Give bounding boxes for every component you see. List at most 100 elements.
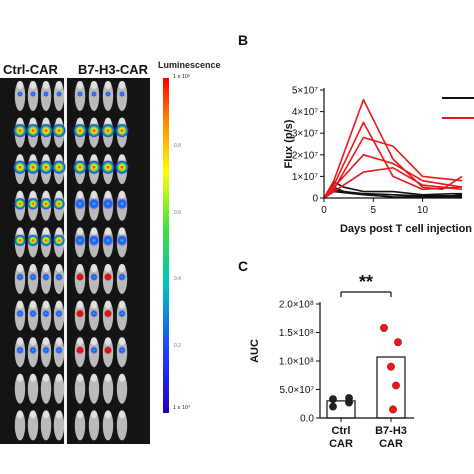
imaging-panel [0,78,150,444]
tumor-signal [73,123,87,138]
mouse-head [42,373,50,382]
tumor-signal [87,123,101,138]
tumor-signal [29,309,37,318]
tumor-signal [115,160,129,175]
mouse-head [104,227,112,236]
mouse-head [90,190,98,199]
mouse-head [29,373,37,382]
tumor-signal [39,160,53,175]
mouse-head [76,410,84,419]
luminescence-tick: 0.6 [174,210,181,216]
mouse-head [16,190,24,199]
mouse-head [29,264,37,272]
mouse-head [42,227,50,236]
mouse [74,373,86,404]
mouse-head [16,227,24,236]
mouse-head [90,264,98,272]
tumor-signal [17,91,23,97]
x-axis-title: Days post T cell injection [340,223,472,235]
tumor-signal [52,160,66,175]
tumor-signal [118,346,126,355]
tumor-signal [90,273,98,281]
mouse-head [55,117,63,126]
mouse-head [16,264,24,272]
luminescence-tick: 0.4 [174,276,181,282]
mouse-head [42,154,50,163]
tumor-signal [102,234,114,247]
tumor-signal [42,346,50,355]
mouse-head [16,81,24,89]
mouse-head [118,154,126,163]
x-tick-label: 10 [417,205,429,216]
tumor-signal [27,197,39,210]
y-tick-label: 0 [312,194,318,205]
ctrl-car-point [329,395,337,404]
mouse [53,373,65,404]
mouse-head [29,154,37,163]
ctrl-car-point [345,394,353,402]
mouse-head [104,373,112,382]
mouse-head [42,410,50,419]
tumor-signal [16,346,24,355]
tumor-signal [88,234,100,247]
tumor-signal [91,91,97,97]
tumor-signal [16,273,24,281]
tumor-signal [56,91,62,97]
mouse-head [104,264,112,272]
mouse [102,410,114,441]
mouse-head [76,154,84,163]
mouse-head [55,300,63,309]
mouse-head [55,264,63,272]
mouse-head [42,337,50,346]
mouse [102,373,114,404]
tumor-signal [104,309,112,318]
b7h3-car-series-line [323,154,463,199]
tumor-signal [76,346,84,355]
mouse-head [16,154,24,163]
mouse-head [104,190,112,199]
mouse-head [16,117,24,126]
y-tick-label: 1×10⁷ [292,172,319,183]
mouse-head [104,337,112,346]
mouse-head [90,227,98,236]
mouse-head [76,81,84,89]
luminescence-max-label: 1 x 10⁶ [173,74,191,80]
x-tick-label: 5 [371,205,377,216]
tumor-signal [74,197,86,210]
tumor-signal [39,123,53,138]
tumor-signal [104,346,112,355]
mouse-head [104,300,112,309]
tumor-signal [74,234,86,247]
mouse-head [76,190,84,199]
mouse-head [76,117,84,126]
tumor-signal [118,309,126,318]
tumor-signal [53,234,65,247]
tumor-signal [119,91,125,97]
tumor-signal [43,91,49,97]
tumor-signal [87,160,101,175]
mouse-head [29,337,37,346]
mouse [40,373,52,404]
mouse-head [118,264,126,272]
mouse-head [55,373,63,382]
category-label: B7-H3 CAR [375,425,407,450]
mouse-head [76,300,84,309]
mouse-head [29,190,37,199]
mouse [116,410,128,441]
tumor-signal [55,309,63,318]
tumor-signal [105,91,111,97]
mouse-head [118,373,126,382]
mouse-head [42,117,50,126]
mouse-head [42,264,50,272]
x-tick-label: 0 [321,205,327,216]
luminescence-tick: 0.8 [174,143,181,149]
y-tick-label: 1.0×10⁸ [279,357,314,368]
tumor-signal [90,309,98,318]
mouse-head [90,81,98,89]
auc-bar-chart: 0.0 5.0×10⁷ 1.0×10⁸ 1.5×10⁸ 2.0×10⁸ Ctrl CAR B7… [249,272,414,450]
tumor-signal [116,234,128,247]
tumor-signal [27,234,39,247]
tumor-signal [76,309,84,318]
mouse-head [42,300,50,309]
mouse-head [29,227,37,236]
